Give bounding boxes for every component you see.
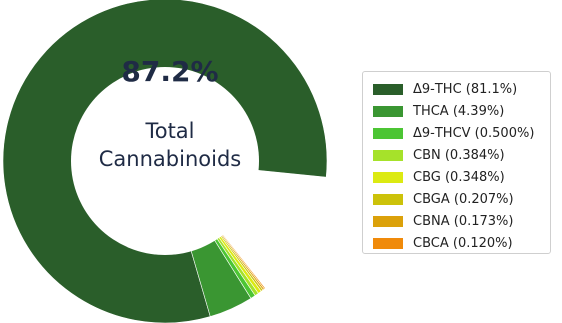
legend-label: Δ9-THC (81.1%) bbox=[413, 81, 518, 97]
center-value: 87.2% bbox=[121, 55, 218, 88]
legend-swatch bbox=[373, 215, 403, 227]
legend-label: CBN (0.384%) bbox=[413, 147, 505, 163]
legend-swatch bbox=[373, 237, 403, 249]
legend-label: CBCA (0.120%) bbox=[413, 235, 513, 251]
legend-item-cbn: CBN (0.384%) bbox=[373, 144, 550, 166]
legend-item-cbga: CBGA (0.207%) bbox=[373, 188, 550, 210]
legend-item-cbg: CBG (0.348%) bbox=[373, 166, 550, 188]
legend-item-cbca: CBCA (0.120%) bbox=[373, 232, 550, 254]
legend-swatch bbox=[373, 105, 403, 117]
center-label-line1: Total bbox=[144, 119, 194, 143]
legend-label: CBNA (0.173%) bbox=[413, 213, 514, 229]
legend-item-cbna: CBNA (0.173%) bbox=[373, 210, 550, 232]
donut-center-hole bbox=[71, 67, 259, 255]
legend-swatch bbox=[373, 171, 403, 183]
legend-swatch bbox=[373, 83, 403, 95]
center-label-line2: Cannabinoids bbox=[99, 147, 241, 171]
legend-item-thca: THCA (4.39%) bbox=[373, 100, 550, 122]
legend-label: CBGA (0.207%) bbox=[413, 191, 514, 207]
chart-legend: Δ9-THC (81.1%) THCA (4.39%) Δ9-THCV (0.500… bbox=[362, 71, 551, 254]
legend-label: CBG (0.348%) bbox=[413, 169, 505, 185]
legend-swatch bbox=[373, 193, 403, 205]
legend-swatch bbox=[373, 127, 403, 139]
legend-label: THCA (4.39%) bbox=[413, 103, 505, 119]
legend-swatch bbox=[373, 149, 403, 161]
legend-label: Δ9-THCV (0.500%) bbox=[413, 125, 535, 141]
legend-item-9-thc: Δ9-THC (81.1%) bbox=[373, 78, 550, 100]
legend-item-9-thcv: Δ9-THCV (0.500%) bbox=[373, 122, 550, 144]
